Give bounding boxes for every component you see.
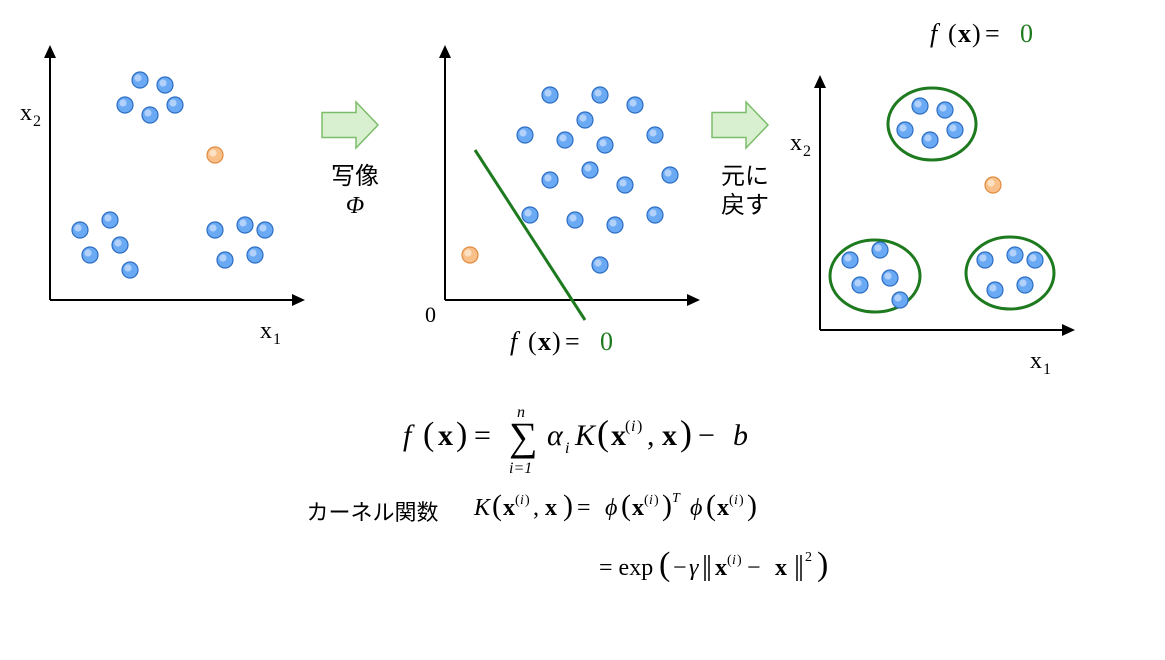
- svg-text:x: x: [260, 318, 272, 344]
- mapping-arrow-1: 写像 Φ: [310, 100, 400, 221]
- svg-text:(: (: [528, 327, 537, 356]
- svg-text:ϕ: ϕ: [605, 495, 617, 521]
- arrow1-label-phi: Φ: [346, 193, 364, 219]
- svg-text:n: n: [517, 404, 525, 421]
- svg-text:x: x: [662, 419, 677, 452]
- svg-text:x: x: [790, 130, 802, 156]
- arrow2-line1: 元に: [721, 163, 769, 190]
- svg-text:(: (: [659, 546, 670, 583]
- svg-text:=: =: [474, 419, 491, 452]
- svg-text:): ): [680, 413, 692, 453]
- svg-text:): ): [552, 327, 561, 356]
- svg-text:K: K: [473, 495, 492, 521]
- svg-text:x: x: [611, 419, 626, 452]
- panel-input-space: x2x1: [20, 20, 310, 350]
- svg-text:): ): [637, 418, 642, 435]
- formula-block: f (x) = ∑ni=1αiK(x(i), x) − b カーネル関数 K(x…: [20, 390, 1165, 605]
- svg-text:): ): [747, 489, 757, 522]
- svg-text:x: x: [20, 100, 32, 126]
- svg-text:0: 0: [600, 327, 613, 356]
- svg-text:): ): [972, 20, 981, 48]
- panel-output-space: f (x) = 0x2x1: [790, 20, 1080, 380]
- svg-text:(: (: [597, 413, 609, 453]
- svg-text:0: 0: [425, 302, 436, 327]
- svg-text:): ): [817, 546, 828, 583]
- svg-text:x: x: [958, 20, 971, 48]
- svg-text:= exp: = exp: [599, 555, 653, 581]
- svg-text:): ): [662, 489, 672, 522]
- svg-text:=: =: [985, 20, 1000, 48]
- kernel-label: カーネル関数: [306, 495, 438, 527]
- formula-kernel: K(x(i), x) = ϕ(x(i))Tϕ(x(i))= exp(−γx(i)…: [469, 485, 899, 605]
- arrow-icon: [710, 100, 780, 155]
- svg-text:2: 2: [33, 113, 41, 130]
- svg-text:x: x: [438, 419, 453, 452]
- panel-feature-space: 0 f (x) = 0: [400, 20, 700, 380]
- svg-text:γ: γ: [689, 555, 699, 581]
- svg-text:(: (: [492, 489, 502, 522]
- arrow2-line2: 戻す: [721, 192, 769, 219]
- formula-f: f (x) = ∑ni=1αiK(x(i), x) − b: [253, 390, 953, 485]
- svg-text:(: (: [621, 489, 631, 522]
- svg-text:=: =: [565, 327, 580, 356]
- svg-text:2: 2: [803, 143, 811, 160]
- svg-text:i: i: [734, 493, 738, 508]
- arrow-icon: [320, 100, 390, 155]
- arrow1-label: 写像 Φ: [331, 163, 379, 221]
- svg-text:x: x: [1030, 348, 1042, 374]
- svg-text:0: 0: [1020, 20, 1033, 48]
- svg-text:i: i: [732, 553, 736, 568]
- svg-text:x: x: [775, 555, 787, 581]
- arrow2-label: 元に 戻す: [721, 163, 769, 221]
- svg-text:): ): [563, 489, 573, 522]
- svg-text:α: α: [547, 419, 564, 452]
- svg-text:): ): [737, 553, 742, 568]
- svg-text:1: 1: [273, 331, 281, 348]
- svg-text:f: f: [510, 327, 521, 356]
- svg-text:): ): [456, 416, 467, 453]
- svg-text:x: x: [632, 495, 644, 521]
- svg-text:x: x: [545, 495, 557, 521]
- panel-row: x2x1 写像 Φ 0f (x) = 0 元に 戻す f (x) = 0x2x1: [20, 20, 1165, 380]
- svg-text:(: (: [706, 489, 716, 522]
- mapping-arrow-2: 元に 戻す: [700, 100, 790, 221]
- svg-text:−: −: [747, 555, 761, 581]
- svg-text:i: i: [520, 493, 524, 508]
- svg-text:): ): [739, 493, 744, 508]
- svg-text:): ): [654, 493, 659, 508]
- svg-text:(: (: [625, 418, 630, 435]
- arrow1-label-top: 写像: [331, 163, 379, 190]
- svg-text:b: b: [733, 419, 748, 452]
- svg-text:K: K: [574, 419, 597, 452]
- svg-text:x: x: [538, 327, 551, 356]
- svg-text:−: −: [698, 419, 715, 452]
- svg-text:,: ,: [533, 495, 539, 521]
- diagram-container: x2x1 写像 Φ 0f (x) = 0 元に 戻す f (x) = 0x2x1: [20, 20, 1165, 605]
- svg-text:i: i: [565, 440, 569, 457]
- svg-text:1: 1: [1043, 361, 1051, 378]
- svg-text:i: i: [649, 493, 653, 508]
- svg-text:2: 2: [805, 550, 812, 565]
- svg-text:i: i: [631, 418, 635, 435]
- svg-text:(: (: [423, 416, 434, 453]
- svg-text:(: (: [948, 20, 957, 48]
- svg-text:x: x: [715, 555, 727, 581]
- svg-text:−: −: [673, 555, 687, 581]
- svg-text:): ): [525, 493, 530, 508]
- svg-text:=: =: [577, 495, 591, 521]
- svg-text:f: f: [930, 20, 941, 48]
- svg-text:T: T: [672, 491, 681, 506]
- svg-text:x: x: [503, 495, 515, 521]
- svg-text:x: x: [717, 495, 729, 521]
- svg-text:f: f: [403, 419, 415, 452]
- svg-text:ϕ: ϕ: [690, 495, 702, 521]
- svg-text:i=1: i=1: [509, 460, 532, 477]
- svg-text:,: ,: [647, 419, 655, 452]
